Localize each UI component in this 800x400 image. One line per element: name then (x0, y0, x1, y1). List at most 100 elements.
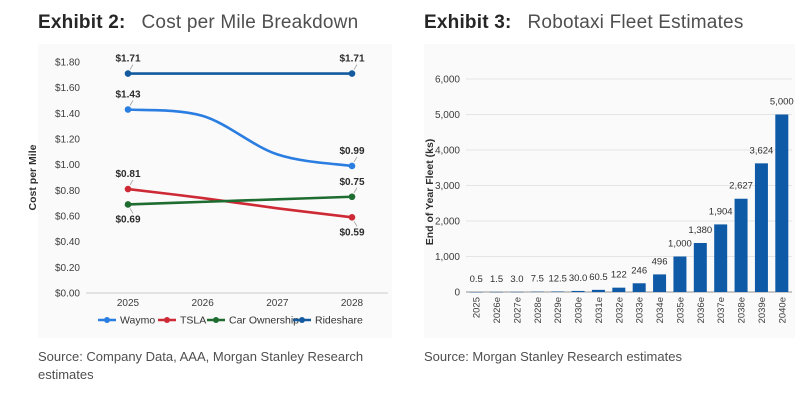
data-point-rideshare (348, 70, 356, 77)
y-axis-title: Cost per Mile (27, 144, 39, 210)
label-leader-line (353, 187, 358, 193)
x-tick-label: 2028 (341, 298, 364, 309)
bar-value-label: 30.0 (569, 273, 588, 284)
bar-2037e (714, 224, 728, 292)
data-point-waymo (124, 106, 132, 113)
y-tick-label: $1.40 (55, 109, 80, 120)
y-tick-label: $1.00 (55, 160, 80, 171)
point-value-label: $1.71 (339, 54, 364, 65)
x-tick-label: 2026e (492, 297, 503, 323)
y-tick-label: 3,000 (435, 181, 460, 192)
robotaxi-fleet-bar-chart: 0 1,000 2,000 3,000 4,000 5,000 6,000 End of Ye… (424, 75, 794, 324)
y-tick-label: 4,000 (435, 146, 460, 157)
y-tick-label: 6,000 (435, 75, 460, 86)
bar-value-label: 246 (631, 265, 647, 276)
y-tick-label: 5,000 (435, 110, 460, 121)
label-leader-line (129, 100, 134, 106)
bar-value-label: 122 (611, 270, 627, 281)
legend-marker-dot-tsla (164, 317, 170, 323)
x-tick-label: 2031e (594, 297, 605, 323)
series-line-tsla (126, 187, 354, 219)
y-tick-label: $0.40 (55, 237, 80, 248)
x-tick-label: 2035e (675, 297, 686, 323)
x-tick-label: 2032e (614, 297, 625, 323)
series-line-car-ownership (126, 195, 354, 206)
x-tick-label: 2029e (553, 297, 564, 323)
bar-value-label: 3,624 (750, 145, 774, 156)
point-value-label: $0.99 (339, 146, 364, 157)
y-tick-label: $1.80 (55, 58, 80, 69)
bar-value-label: 2,627 (729, 181, 753, 192)
x-tick-label: 2025 (472, 297, 483, 318)
exhibit-3-chart-background (424, 44, 795, 338)
point-value-label: $1.71 (115, 54, 140, 65)
bar-value-label: 1,000 (668, 239, 692, 250)
bar-value-label: 7.5 (531, 274, 544, 285)
x-tick-label: 2027e (512, 297, 523, 323)
series-line-waymo (126, 108, 354, 168)
bar-value-label: 5,000 (770, 97, 794, 108)
bar-2032e (612, 287, 626, 292)
y-tick-label: 0 (454, 288, 460, 299)
y-axis-title: End of Year Fleet (ks) (424, 139, 436, 246)
x-tick-label: 2033e (635, 297, 646, 323)
exhibit-2-source-note: Source: Company Data, AAA, Morgan Stanle… (38, 349, 364, 382)
point-value-label: $0.75 (339, 177, 364, 188)
y-tick-label: $0.60 (55, 212, 80, 223)
exhibit-2-title: Cost per Mile Breakdown (141, 12, 359, 33)
label-leader-line (129, 179, 134, 186)
data-point-tsla (124, 185, 132, 193)
data-point-tsla (348, 213, 356, 221)
bar-value-label: 3.0 (510, 274, 523, 285)
point-value-label: $0.59 (339, 227, 364, 238)
legend-marker-dot-car-ownership (213, 317, 219, 323)
cost-per-mile-line-chart: $0.00 $0.20 $0.40 $0.60 $0.80 $1.00 $1.20 $1.40… (27, 54, 388, 327)
x-tick-label: 2040e (777, 297, 788, 323)
x-tick-label: 2028e (533, 297, 544, 323)
x-tick-label: 2034e (655, 297, 666, 323)
point-value-label: $0.69 (115, 214, 140, 225)
y-tick-label: 1,000 (435, 252, 460, 263)
label-leader-line (129, 208, 134, 214)
exhibit-3-source-note: Source: Morgan Stanley Research estimate… (424, 349, 682, 364)
bar-value-label: 12.5 (548, 274, 567, 285)
point-value-label: $0.81 (115, 169, 140, 180)
bar-2033e (632, 283, 646, 292)
label-leader-line (129, 64, 134, 70)
bar-value-label: 1,904 (709, 206, 733, 217)
x-tick-label: 2037e (716, 297, 727, 323)
legend-label-rideshare: Rideshare (315, 315, 363, 327)
x-tick-label: 2036e (696, 297, 707, 323)
exhibit-2-chart-background (38, 44, 392, 338)
exhibit-2-label: Exhibit 2: (38, 12, 126, 33)
x-tick-label: 2038e (737, 297, 748, 323)
legend-marker-dot-waymo (104, 317, 110, 323)
legend-label-waymo: Waymo (120, 315, 155, 327)
label-leader-line (353, 221, 358, 227)
bar-value-label: 496 (652, 256, 668, 267)
exhibit-3-title-row: Exhibit 3: Robotaxi Fleet Estimates (424, 12, 744, 34)
bar-2034e (653, 274, 667, 292)
bar-2035e (673, 256, 687, 292)
bar-2038e (734, 198, 748, 292)
point-value-label: $1.43 (115, 89, 140, 100)
data-point-car-ownership (348, 193, 356, 201)
bar-2036e (693, 243, 707, 292)
bar-value-label: 60.5 (589, 272, 608, 283)
y-tick-label: 2,000 (435, 217, 460, 228)
label-leader-line (353, 64, 358, 70)
bar-value-label: 0.5 (470, 274, 483, 285)
y-tick-label: $0.00 (55, 289, 80, 300)
y-tick-label: $0.80 (55, 186, 80, 197)
data-point-car-ownership (124, 201, 132, 208)
bar-2040e (775, 114, 789, 292)
bar-2031e (591, 289, 605, 292)
y-tick-label: $0.20 (55, 263, 80, 274)
bar-2039e (754, 163, 768, 292)
x-tick-label: 2039e (757, 297, 768, 323)
legend-label-tsla: TSLA (180, 315, 206, 327)
y-tick-label: $1.20 (55, 135, 80, 146)
bar-2030e (571, 290, 585, 292)
x-tick-label: 2030e (574, 297, 585, 323)
data-point-rideshare (124, 70, 132, 77)
